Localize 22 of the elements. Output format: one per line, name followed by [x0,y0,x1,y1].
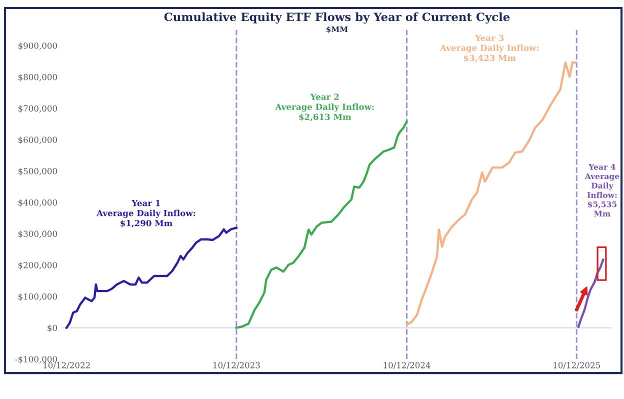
y-tick-label: $800,000 [18,74,57,82]
y-tick-label: $500,000 [18,168,57,176]
chart-title: Cumulative Equity ETF Flows by Year of Current Cycle [164,12,510,24]
line-series [65,226,238,329]
x-tick-label: 10/12/2023 [213,362,260,369]
y-tick-label: $0 [48,324,57,332]
x-tick-label: 10/12/2022 [44,362,90,369]
x-tick-label: 10/12/2024 [384,362,430,369]
y-tick-label: $600,000 [18,136,57,144]
y-tick-label: $700,000 [18,105,57,113]
y-tick-label: $900,000 [18,42,57,50]
x-tick-label: 10/12/2025 [554,362,600,369]
text: Year 2 Average Daily Inflow: $2,613 Mm [275,94,374,122]
text: Year 3 Average Daily Inflow: $3,423 Mm [440,34,539,62]
y-tick-label: $200,000 [18,262,57,270]
line-series [235,120,408,329]
y-tick-label: $400,000 [18,199,57,207]
line-series [406,61,577,326]
series-label: Year 1 Average Daily Inflow: $1,290 Mm [96,200,196,228]
y-tick-label: -$100,000 [15,356,57,364]
y-tick-label: $300,000 [18,230,57,238]
y-tick-label: $100,000 [18,293,57,301]
